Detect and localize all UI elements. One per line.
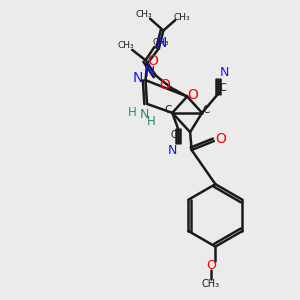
Text: O: O [159, 78, 170, 92]
Text: N: N [168, 144, 178, 158]
Text: H: H [147, 115, 156, 128]
Text: N: N [144, 65, 154, 79]
Text: O: O [187, 88, 198, 102]
Text: O: O [206, 260, 216, 272]
Text: CH₃: CH₃ [173, 13, 190, 22]
Text: H: H [128, 106, 136, 119]
Text: C: C [164, 106, 172, 116]
Text: N: N [220, 66, 229, 79]
Text: CH₃: CH₃ [152, 38, 169, 47]
Text: CH₃: CH₃ [136, 10, 152, 19]
Text: C: C [170, 130, 177, 140]
Text: O: O [147, 54, 158, 68]
Text: C: C [203, 106, 210, 116]
Text: N: N [140, 108, 149, 121]
Text: C: C [219, 83, 226, 93]
Text: N: N [157, 36, 167, 50]
Text: N: N [133, 71, 143, 85]
Text: CH₃: CH₃ [118, 41, 134, 50]
Text: O: O [215, 132, 226, 146]
Text: CH₃: CH₃ [202, 279, 220, 289]
